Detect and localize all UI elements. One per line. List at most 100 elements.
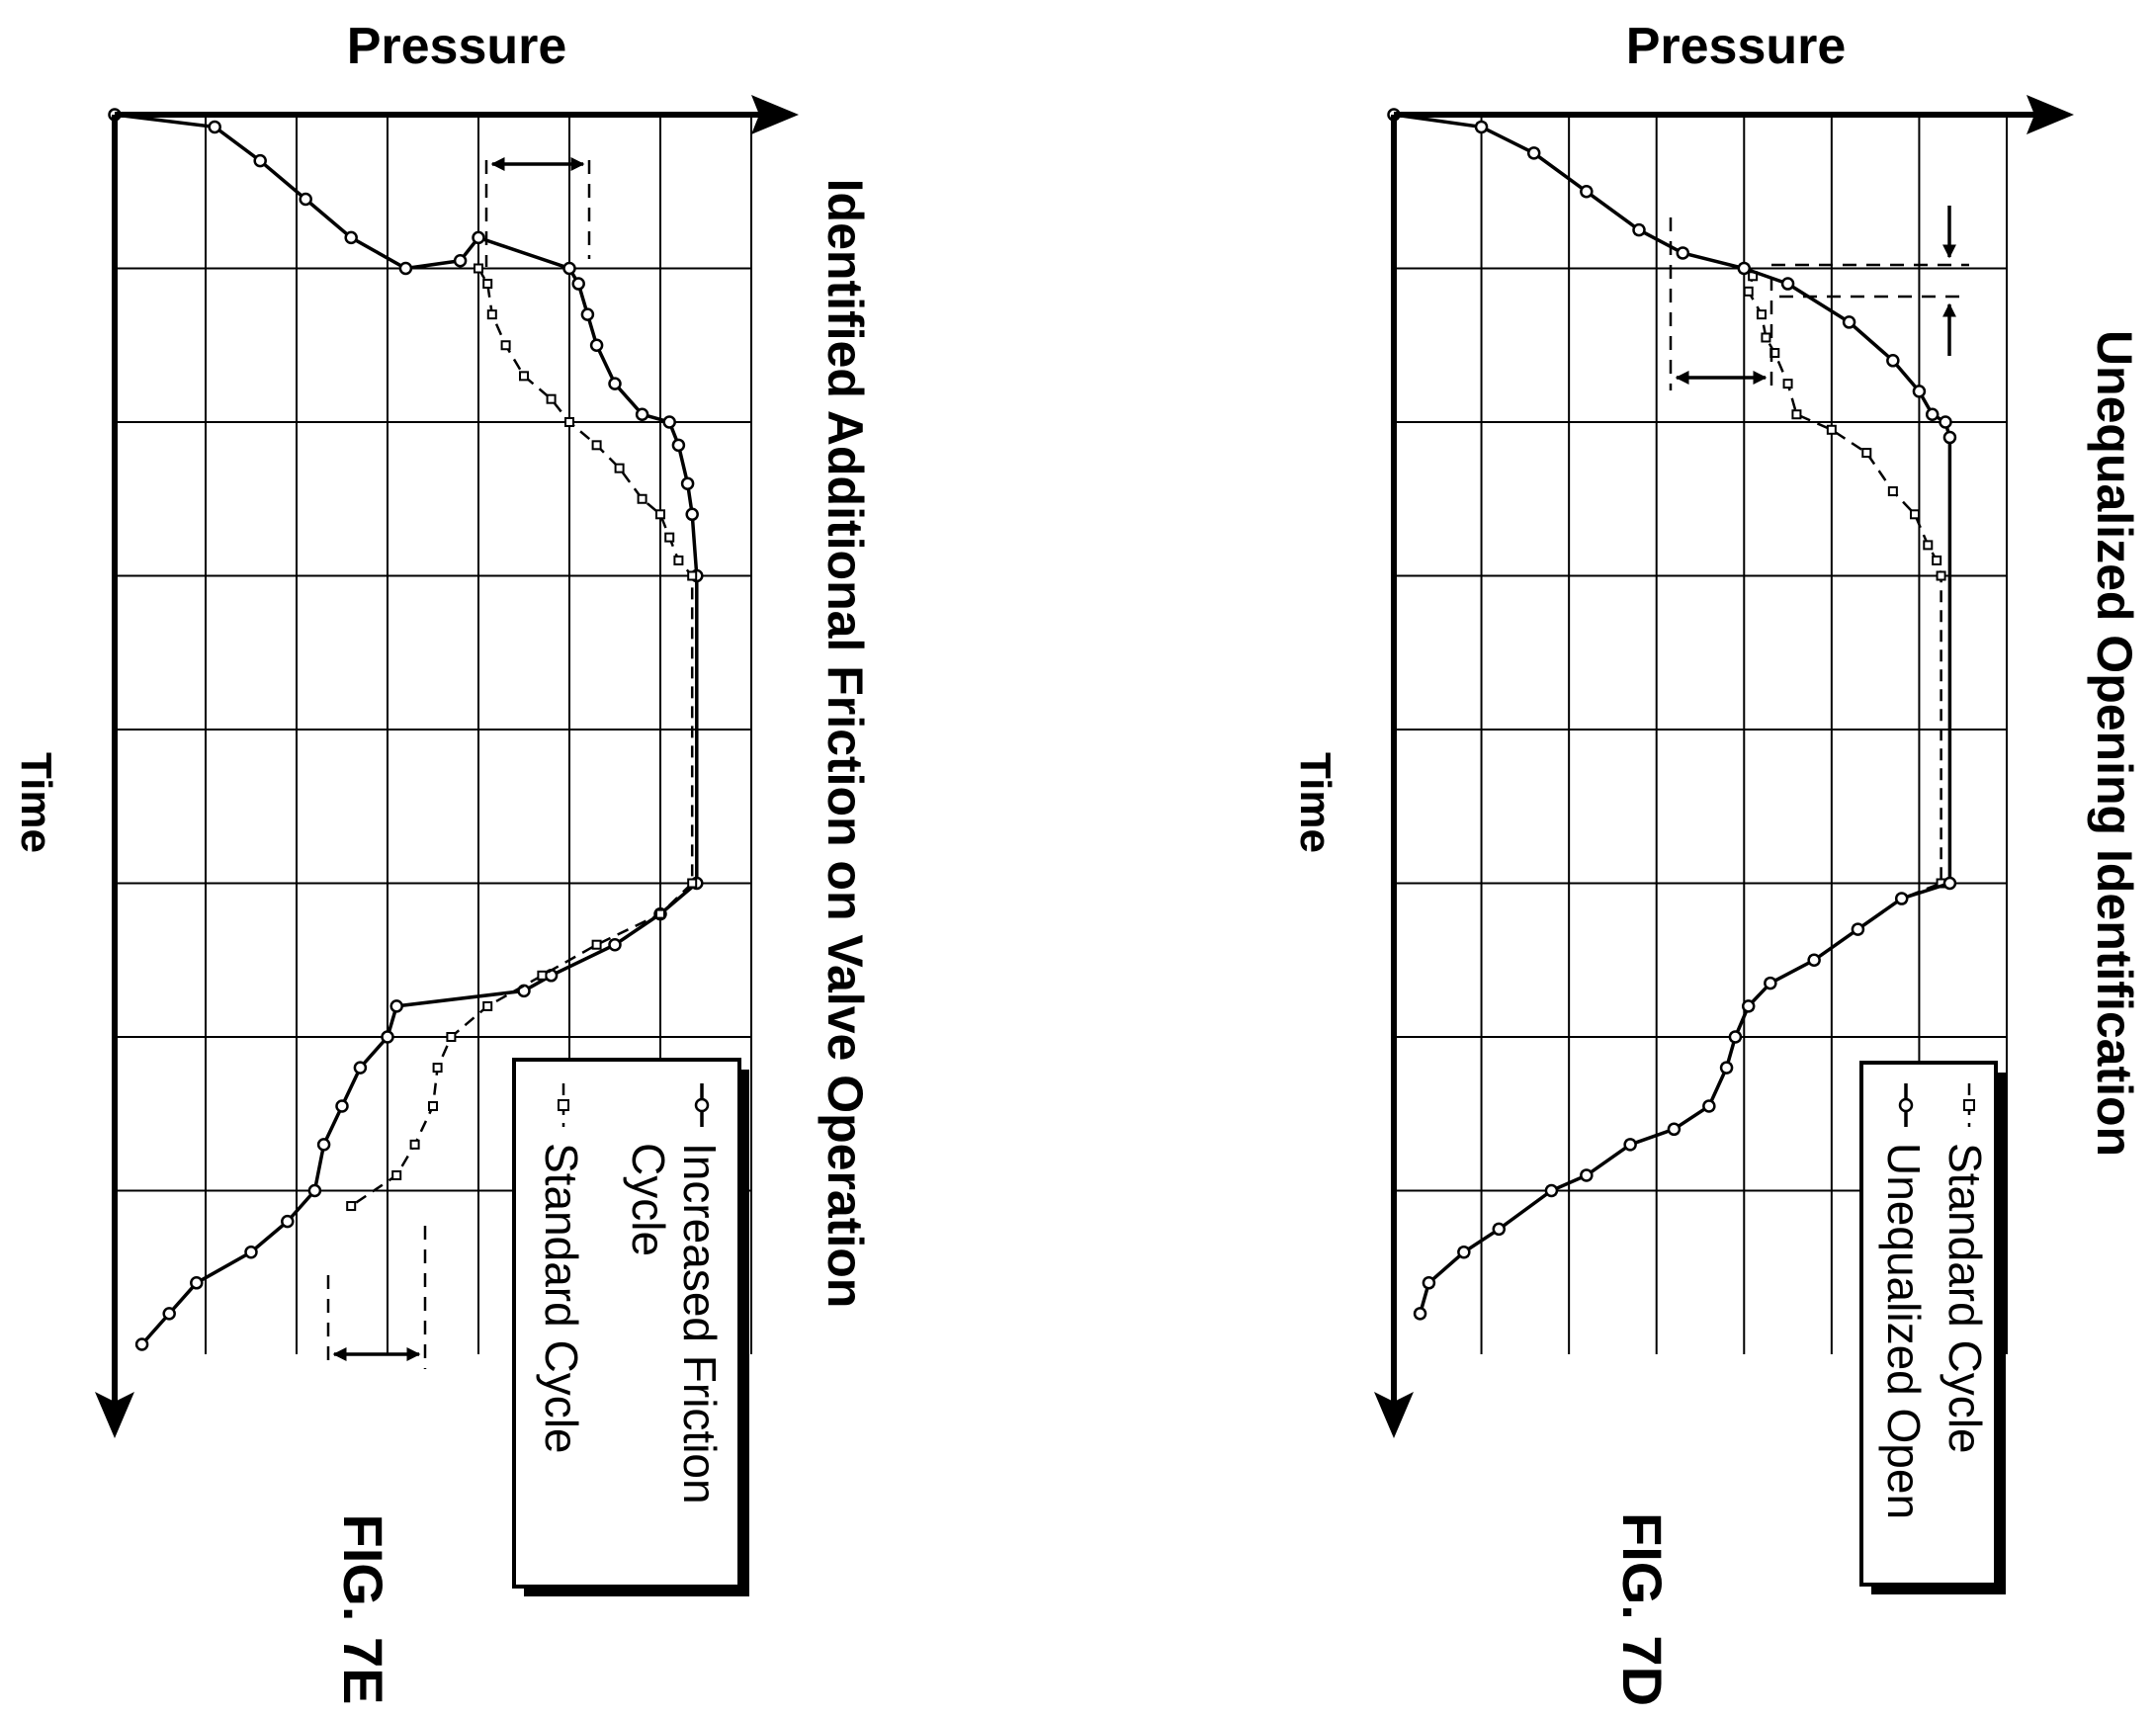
data-point-circle	[389, 999, 403, 1013]
chart-title-7e: Identified Additional Friction on Valve …	[818, 179, 873, 1309]
legend-entry-standard-cycle-7e: Standard Cycle	[536, 1083, 587, 1454]
data-point-circle	[1526, 146, 1541, 160]
data-point-circle	[1580, 185, 1594, 199]
data-point-square	[546, 393, 557, 404]
data-point-square	[446, 1032, 457, 1042]
data-point-circle	[1925, 407, 1940, 421]
data-point-circle	[1457, 1245, 1471, 1259]
data-point-circle	[398, 261, 413, 276]
legend-marker-circle	[1898, 1097, 1914, 1113]
chart-title-7d: Unequalized Opening Identification	[2087, 330, 2142, 1157]
data-point-circle	[608, 377, 622, 390]
data-point-square	[1761, 332, 1771, 343]
data-point-circle	[1667, 1122, 1682, 1137]
data-point-circle	[353, 1061, 368, 1075]
data-point-square	[614, 463, 625, 473]
legend-7d: Standard Cycle Unequalized Open	[1859, 1061, 2006, 1594]
data-point-circle	[1580, 1168, 1594, 1182]
data-point-circle	[1632, 222, 1646, 237]
x-axis-label-7e: Time	[12, 752, 60, 853]
data-point-square	[432, 1063, 443, 1074]
data-point-circle	[208, 120, 221, 134]
data-point-square	[474, 263, 483, 274]
data-point-square	[482, 1000, 493, 1011]
y-axis-label-7d: Pressure	[1626, 18, 1847, 75]
data-point-circle	[1544, 1183, 1559, 1198]
legend-label-line: Cycle	[623, 1143, 674, 1256]
data-point-circle	[1780, 277, 1795, 291]
legend-label-line: Standard Cycle	[1940, 1143, 1991, 1454]
series-group-fig-7d	[1387, 108, 1957, 1321]
pressure-axis-arrowhead-7d	[2027, 95, 2074, 134]
data-point-circle	[662, 415, 676, 429]
data-point-square	[637, 493, 647, 504]
legend-box-7e	[512, 1058, 741, 1589]
data-point-circle	[1422, 1276, 1436, 1290]
data-point-square	[500, 340, 511, 351]
data-point-circle	[299, 192, 312, 207]
legend-entry-increased-friction-7e: Increased Friction Cycle	[623, 1083, 726, 1505]
data-point-square	[687, 878, 698, 889]
data-point-circle	[1942, 876, 1957, 891]
data-point-circle	[134, 1337, 149, 1351]
data-point-circle	[307, 1183, 322, 1198]
data-point-circle	[1676, 246, 1690, 260]
data-point-circle	[1939, 415, 1952, 429]
data-point-circle	[1728, 1030, 1743, 1044]
data-point-circle	[1894, 892, 1909, 905]
data-point-circle	[1942, 430, 1957, 445]
data-point-square	[1791, 409, 1802, 420]
data-point-circle	[1413, 1307, 1427, 1321]
data-point-circle	[562, 261, 576, 276]
data-point-square	[1826, 424, 1837, 435]
data-point-circle	[671, 438, 686, 453]
data-point-square	[1932, 555, 1942, 565]
data-point-circle	[162, 1307, 176, 1321]
data-point-square	[409, 1139, 420, 1150]
data-point-circle	[685, 507, 699, 522]
data-point-circle	[589, 338, 604, 352]
figure-label-7d: FIG. 7D	[1611, 1512, 1674, 1706]
data-point-circle	[608, 937, 622, 952]
data-point-square	[591, 440, 602, 451]
data-point-circle	[1851, 922, 1865, 936]
data-point-circle	[335, 1099, 349, 1113]
time-axis-arrowhead-7d	[1374, 1392, 1414, 1438]
data-point-square	[655, 908, 665, 919]
legend-marker-square	[558, 1099, 569, 1111]
data-point-square	[1887, 485, 1898, 496]
data-point-circle	[1912, 385, 1927, 398]
legend-entry-unequalized-open-7d: Unequalized Open	[1878, 1083, 1930, 1519]
data-point-circle	[1737, 261, 1752, 276]
legend-marker-circle	[694, 1097, 710, 1113]
data-point-square	[346, 1201, 357, 1212]
data-point-circle	[316, 1138, 331, 1152]
data-point-circle	[381, 1030, 394, 1044]
data-point-circle	[1764, 976, 1777, 990]
legend-label-line: Standard Cycle	[536, 1143, 587, 1454]
data-point-circle	[580, 307, 595, 321]
legend-marker-square	[1963, 1099, 1975, 1111]
data-point-circle	[453, 253, 468, 268]
data-point-square	[486, 309, 497, 320]
data-point-square	[687, 570, 698, 581]
data-point-square	[1861, 448, 1872, 459]
data-point-circle	[571, 277, 585, 291]
data-point-circle	[190, 1276, 204, 1290]
data-point-circle	[344, 230, 358, 245]
legend-7e: Increased Friction Cycle Standard Cycle	[512, 1058, 749, 1596]
data-point-square	[655, 509, 665, 520]
data-point-circle	[281, 1214, 295, 1229]
series-group-fig-7e	[108, 108, 704, 1351]
data-point-circle	[1474, 120, 1489, 134]
y-axis-label-7e: Pressure	[347, 18, 567, 75]
data-point-circle	[680, 476, 695, 490]
data-point-square	[537, 970, 548, 981]
data-point-square	[673, 555, 684, 565]
data-point-circle	[1719, 1061, 1734, 1075]
data-point-circle	[253, 153, 267, 168]
grid-fig-7d	[1394, 115, 2008, 1354]
data-point-circle	[1886, 354, 1900, 368]
series-line-0	[1393, 113, 1942, 1315]
